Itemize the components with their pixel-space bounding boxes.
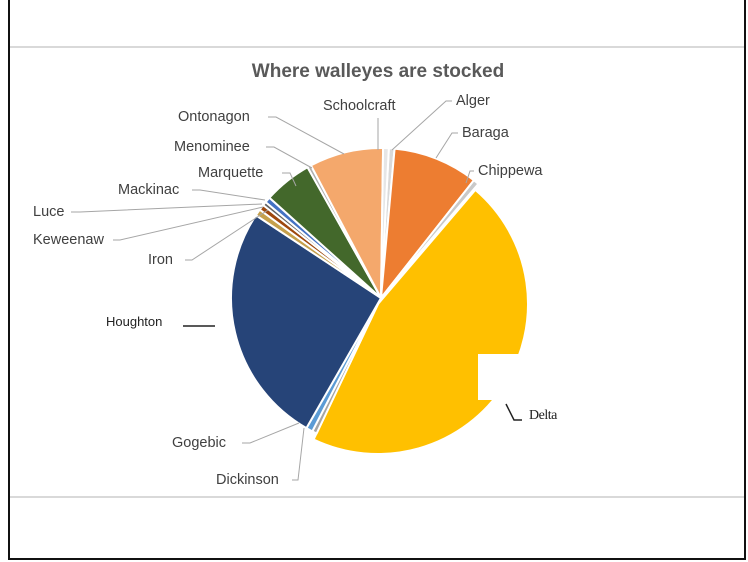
leader-iron (185, 209, 269, 261)
label-ontonagon: Ontonagon (178, 109, 250, 125)
leader-delta (505, 403, 522, 421)
label-delta: Delta (529, 408, 558, 423)
label-baraga: Baraga (462, 125, 510, 141)
label-alger: Alger (456, 93, 490, 109)
label-marquette: Marquette (198, 165, 263, 181)
bottom-divider (10, 496, 744, 498)
leader-mackinac (192, 189, 266, 201)
pie-slices (230, 147, 548, 455)
label-gogebic: Gogebic (172, 435, 226, 451)
chart-title: Where walleyes are stocked (252, 61, 504, 82)
leader-dickinson (292, 427, 305, 481)
slide-frame (8, 0, 746, 560)
slice-baraga (380, 147, 475, 299)
label-luce: Luce (33, 204, 64, 220)
label-dickinson: Dickinson (216, 472, 279, 488)
slice-labels: Alger Baraga Chippewa Delta Dickinson Gogebic… (33, 93, 559, 488)
leader-alger (391, 100, 452, 151)
leader-marquette (282, 172, 297, 187)
image-artifact-notch (478, 354, 548, 400)
slice-houghton (230, 214, 382, 430)
label-houghton: Houghton (106, 314, 162, 329)
label-keweenaw: Keweenaw (33, 232, 104, 248)
label-mackinac: Mackinac (118, 182, 179, 198)
label-chippewa: Chippewa (478, 163, 543, 179)
leader-keweenaw (113, 206, 264, 241)
leader-menominee (266, 146, 313, 169)
leader-ontonagon (268, 116, 345, 155)
label-menominee: Menominee (174, 139, 250, 155)
slice-schoolcraft (380, 147, 390, 299)
leader-lines (71, 100, 522, 481)
label-schoolcraft: Schoolcraft (323, 98, 396, 114)
leader-baraga (435, 132, 458, 159)
top-divider (10, 46, 744, 48)
label-iron: Iron (148, 252, 173, 268)
leader-chippewa (465, 170, 474, 184)
leader-gogebic (242, 422, 300, 444)
leader-luce (71, 203, 263, 213)
slice-chippewa (380, 179, 480, 299)
